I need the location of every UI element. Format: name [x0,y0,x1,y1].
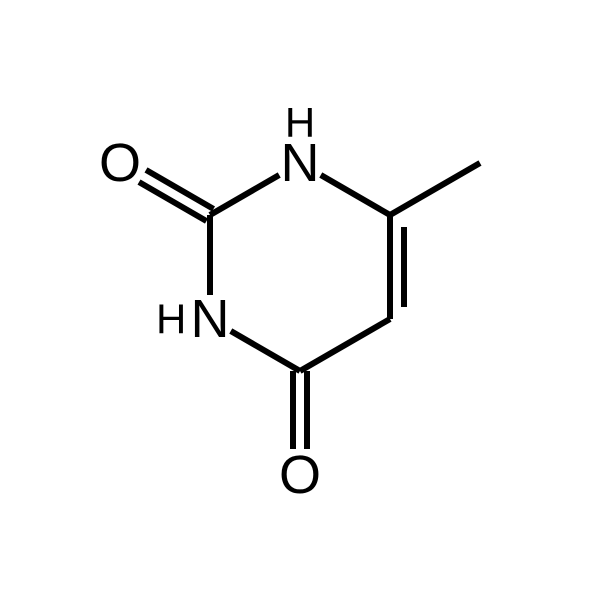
bond [390,163,480,215]
chemical-structure-diagram: HNNHOO [0,0,600,600]
atom-label: O [279,445,321,505]
bond [321,175,390,215]
atom-label: H [156,296,186,343]
bond [210,175,279,215]
atom-label: O [99,133,141,193]
bond [231,331,300,371]
atom-label: N [281,133,320,193]
atom-label: N [191,289,230,349]
bond [300,319,390,371]
